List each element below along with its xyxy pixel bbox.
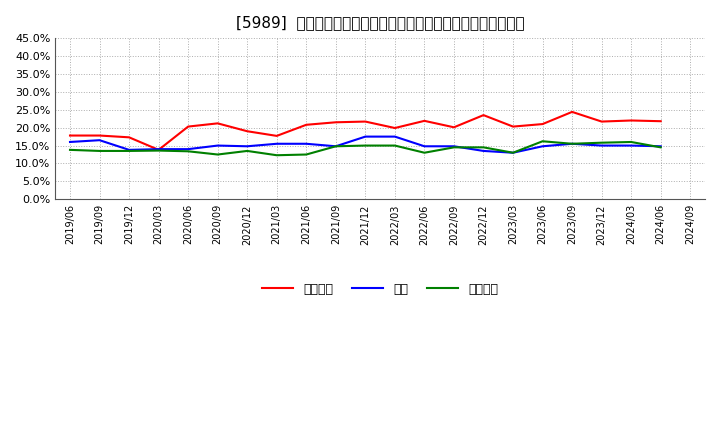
買入債務: [568, 141, 577, 147]
売上債権: [598, 119, 606, 124]
売上債権: [420, 118, 428, 124]
買入債務: [213, 152, 222, 157]
売上債権: [390, 125, 399, 131]
売上債権: [95, 133, 104, 138]
売上債権: [657, 118, 665, 124]
在庫: [66, 139, 74, 145]
買入債務: [480, 145, 488, 150]
在庫: [302, 141, 310, 147]
在庫: [480, 148, 488, 154]
売上債権: [509, 124, 518, 129]
買入債務: [539, 139, 547, 144]
買入債務: [598, 140, 606, 145]
買入債務: [331, 143, 340, 149]
売上債権: [627, 118, 636, 123]
買入債務: [272, 153, 281, 158]
在庫: [539, 143, 547, 149]
買入債務: [390, 143, 399, 148]
在庫: [331, 143, 340, 149]
売上債権: [184, 124, 192, 129]
買入債務: [420, 150, 428, 155]
Line: 売上債権: 売上債権: [70, 112, 661, 150]
売上債権: [361, 119, 369, 124]
売上債権: [568, 109, 577, 114]
売上債権: [539, 121, 547, 127]
売上債権: [272, 133, 281, 139]
売上債権: [154, 147, 163, 153]
在庫: [657, 143, 665, 149]
買入債務: [125, 148, 133, 154]
在庫: [568, 141, 577, 147]
買入債務: [66, 147, 74, 153]
在庫: [243, 143, 251, 149]
Title: [5989]  売上債権、在庫、買入債務の総資産に対する比率の推移: [5989] 売上債権、在庫、買入債務の総資産に対する比率の推移: [236, 15, 524, 30]
在庫: [420, 143, 428, 149]
在庫: [509, 150, 518, 155]
在庫: [125, 147, 133, 153]
売上債権: [66, 133, 74, 138]
在庫: [627, 143, 636, 148]
在庫: [361, 134, 369, 139]
買入債務: [627, 139, 636, 145]
買入債務: [361, 143, 369, 148]
在庫: [213, 143, 222, 148]
買入債務: [184, 149, 192, 154]
Line: 買入債務: 買入債務: [70, 141, 661, 155]
在庫: [449, 143, 458, 149]
売上債権: [449, 125, 458, 130]
在庫: [154, 147, 163, 152]
売上債権: [213, 121, 222, 126]
買入債務: [95, 148, 104, 154]
在庫: [390, 134, 399, 139]
売上債権: [243, 128, 251, 134]
在庫: [95, 138, 104, 143]
Legend: 売上債権, 在庫, 買入債務: 売上債権, 在庫, 買入債務: [257, 278, 503, 301]
買入債務: [243, 148, 251, 154]
買入債務: [449, 145, 458, 150]
売上債権: [125, 135, 133, 140]
買入債務: [657, 145, 665, 150]
買入債務: [154, 148, 163, 153]
売上債権: [480, 113, 488, 118]
在庫: [272, 141, 281, 147]
買入債務: [302, 152, 310, 157]
買入債務: [509, 150, 518, 155]
在庫: [598, 143, 606, 148]
在庫: [184, 147, 192, 152]
売上債権: [302, 122, 310, 128]
売上債権: [331, 120, 340, 125]
Line: 在庫: 在庫: [70, 136, 661, 153]
